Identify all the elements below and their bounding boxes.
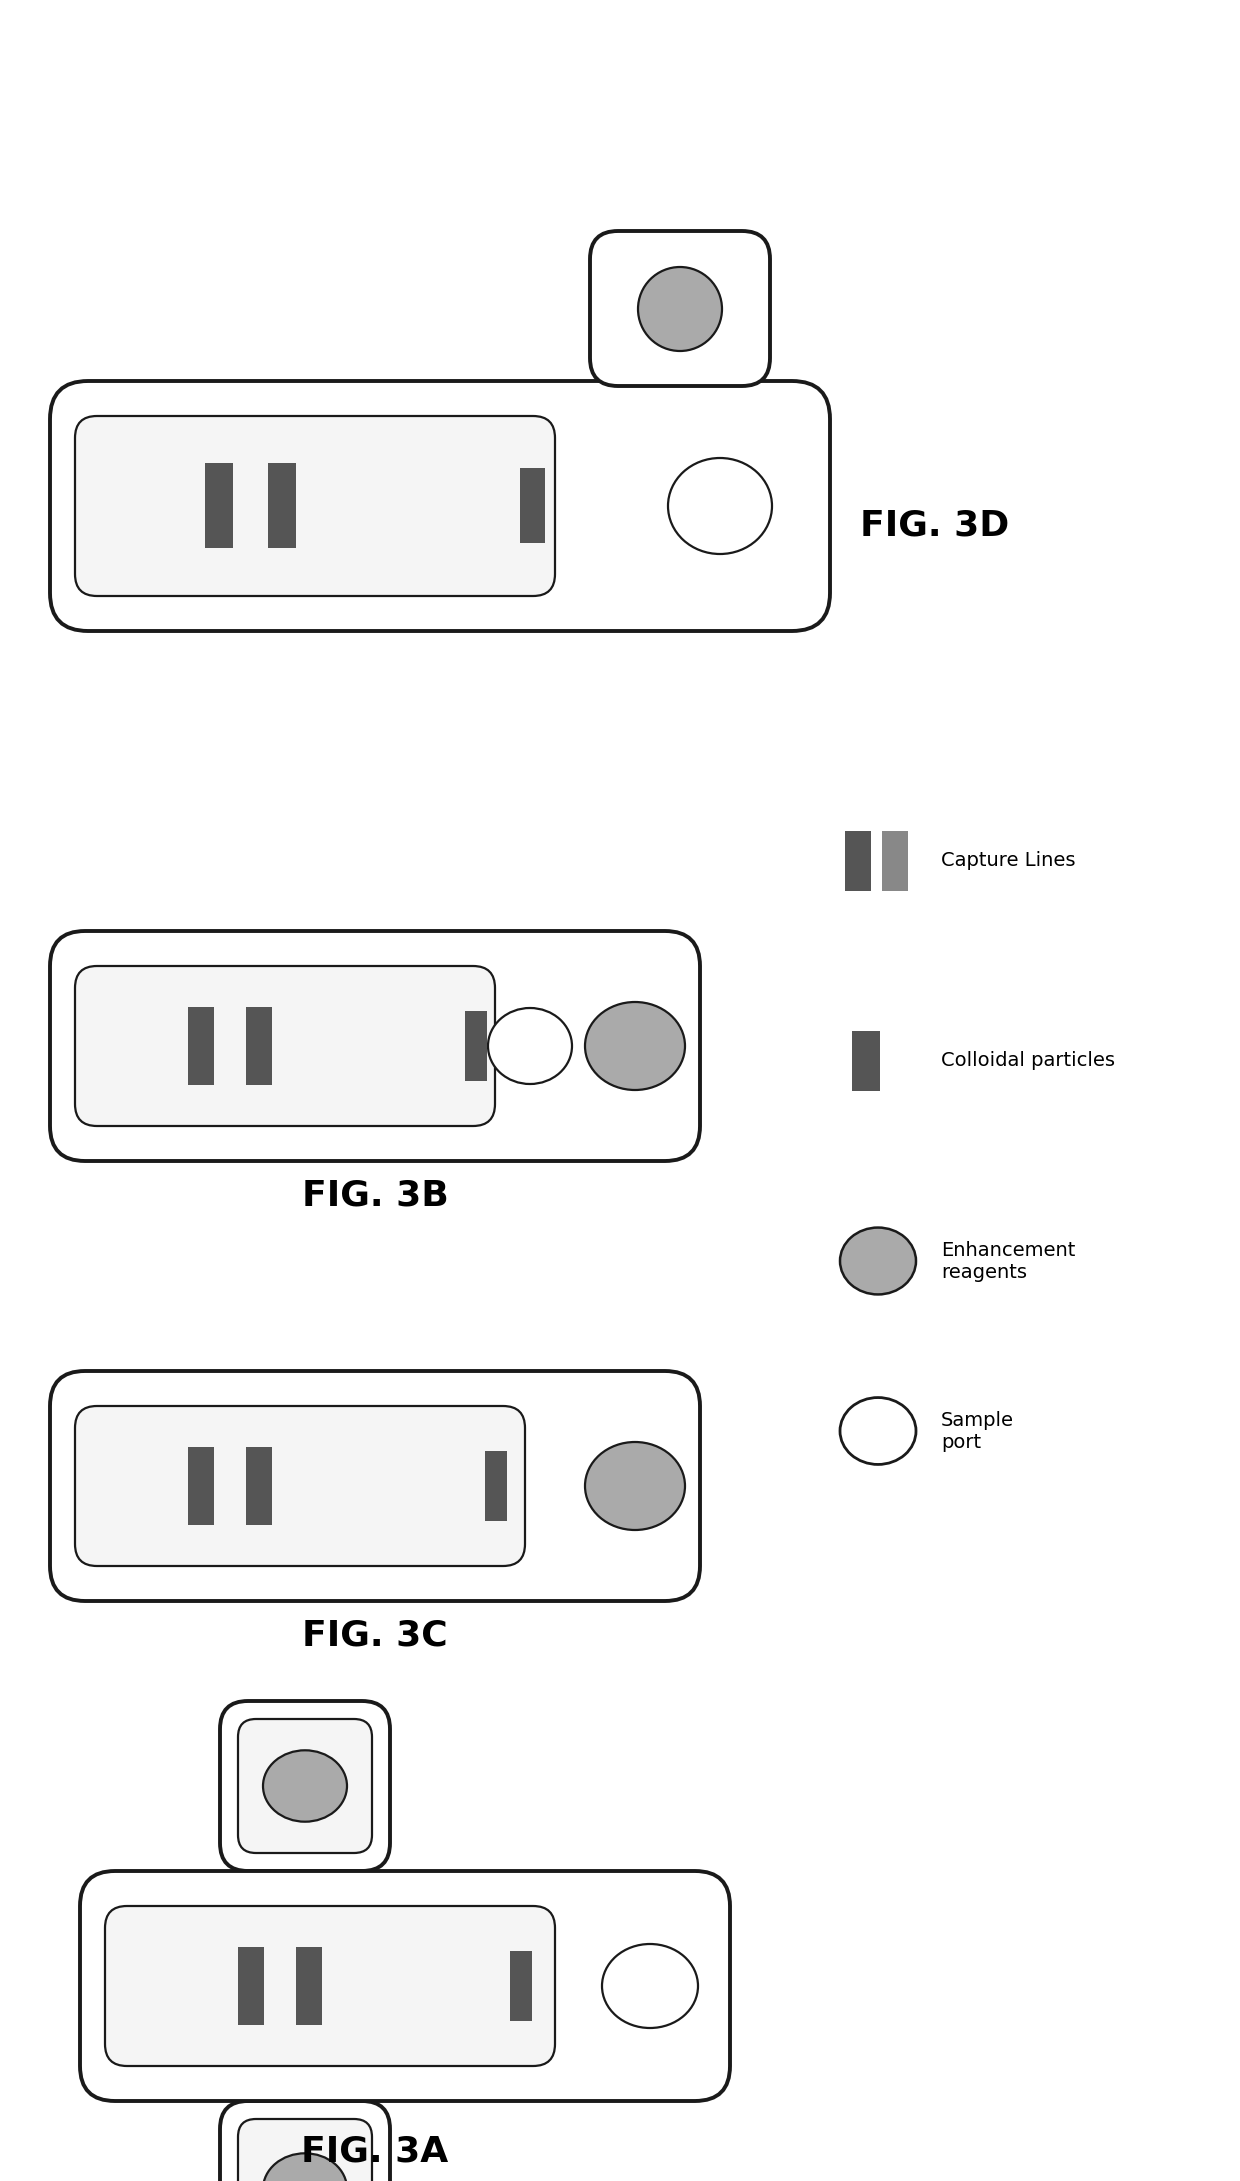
Text: FIG. 3C: FIG. 3C bbox=[303, 1618, 448, 1653]
FancyBboxPatch shape bbox=[50, 1372, 701, 1601]
FancyBboxPatch shape bbox=[50, 931, 701, 1160]
Bar bbox=[296, 1948, 322, 2024]
Bar bbox=[238, 1948, 264, 2024]
FancyBboxPatch shape bbox=[74, 1407, 525, 1566]
Ellipse shape bbox=[585, 1442, 684, 1531]
Bar bbox=[205, 465, 233, 547]
Ellipse shape bbox=[263, 1751, 347, 1821]
Ellipse shape bbox=[489, 1008, 572, 1084]
Text: Enhancement
reagents: Enhancement reagents bbox=[941, 1241, 1075, 1282]
Bar bbox=[852, 1032, 880, 1090]
Bar bbox=[188, 1008, 215, 1084]
FancyBboxPatch shape bbox=[219, 2100, 391, 2181]
Text: FIG. 3B: FIG. 3B bbox=[301, 1180, 449, 1213]
Ellipse shape bbox=[839, 1398, 916, 1463]
FancyBboxPatch shape bbox=[219, 1701, 391, 1871]
FancyBboxPatch shape bbox=[74, 417, 556, 595]
Bar bbox=[246, 1446, 272, 1525]
Ellipse shape bbox=[639, 266, 722, 351]
FancyBboxPatch shape bbox=[81, 1871, 730, 2100]
FancyBboxPatch shape bbox=[238, 1719, 372, 1854]
FancyBboxPatch shape bbox=[590, 231, 770, 386]
Ellipse shape bbox=[585, 1001, 684, 1090]
Ellipse shape bbox=[839, 1228, 916, 1296]
Bar bbox=[246, 1008, 272, 1084]
Bar bbox=[465, 1012, 487, 1082]
FancyBboxPatch shape bbox=[238, 2120, 372, 2181]
FancyBboxPatch shape bbox=[50, 382, 830, 630]
Bar bbox=[188, 1446, 215, 1525]
Bar bbox=[510, 1952, 532, 2022]
Ellipse shape bbox=[601, 1943, 698, 2028]
Ellipse shape bbox=[668, 458, 773, 554]
Text: FIG. 3D: FIG. 3D bbox=[861, 508, 1009, 543]
Bar bbox=[844, 831, 870, 892]
Bar bbox=[882, 831, 908, 892]
Text: Capture Lines: Capture Lines bbox=[941, 851, 1075, 870]
Text: Sample
port: Sample port bbox=[941, 1411, 1014, 1453]
Text: FIG. 3A: FIG. 3A bbox=[301, 2133, 449, 2168]
FancyBboxPatch shape bbox=[105, 1906, 556, 2065]
Text: Colloidal particles: Colloidal particles bbox=[941, 1051, 1115, 1071]
FancyBboxPatch shape bbox=[74, 966, 495, 1125]
Ellipse shape bbox=[263, 2153, 347, 2181]
Bar bbox=[520, 469, 546, 543]
Bar bbox=[268, 465, 295, 547]
Bar bbox=[485, 1450, 507, 1520]
